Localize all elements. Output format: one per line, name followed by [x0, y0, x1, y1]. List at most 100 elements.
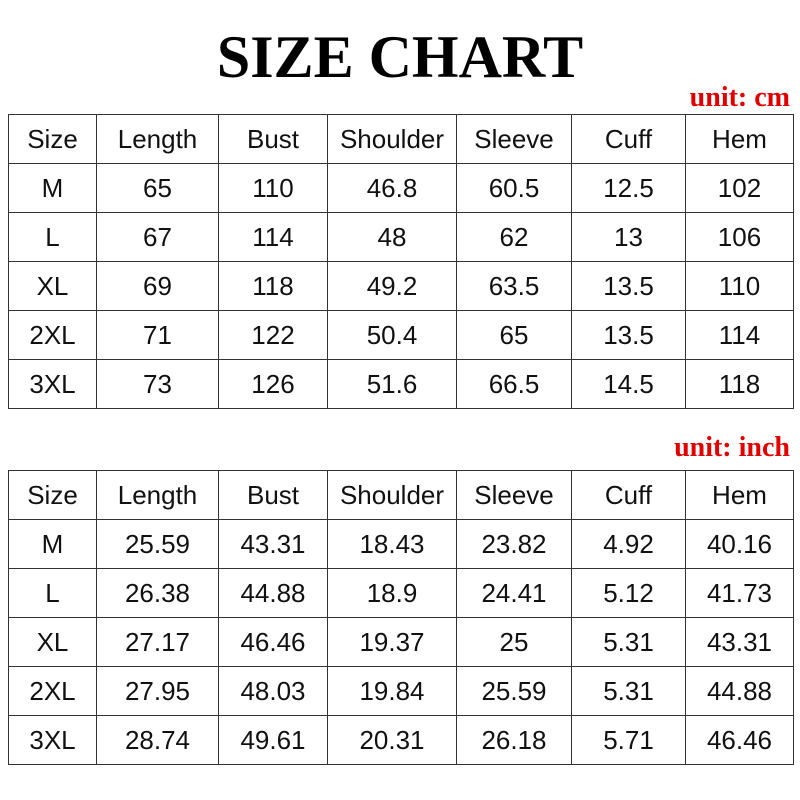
- table-cell: 4.92: [571, 519, 686, 569]
- column-header: Hem: [685, 470, 794, 520]
- table-cell: 41.73: [685, 568, 794, 618]
- column-header: Sleeve: [456, 114, 572, 164]
- table-cell: 46.46: [685, 715, 794, 765]
- table-cell: 13.5: [571, 261, 686, 311]
- table-cell: 118: [685, 359, 794, 409]
- table-cell: 3XL: [8, 715, 97, 765]
- table-cell: 118: [218, 261, 328, 311]
- table-row: XL 27.17 46.46 19.37 25 5.31 43.31: [8, 617, 794, 667]
- table-cell: 5.31: [571, 666, 686, 716]
- table-cell: 5.12: [571, 568, 686, 618]
- table-cell: L: [8, 212, 97, 262]
- table-cell: 5.31: [571, 617, 686, 667]
- table-row: 2XL 27.95 48.03 19.84 25.59 5.31 44.88: [8, 666, 794, 716]
- table-cell: 5.71: [571, 715, 686, 765]
- table-cell: 3XL: [8, 359, 97, 409]
- unit-label-inch: unit: inch: [674, 432, 790, 463]
- column-header: Size: [8, 114, 97, 164]
- table-cell: 110: [685, 261, 794, 311]
- table-cell: 60.5: [456, 163, 572, 213]
- table-cell: 102: [685, 163, 794, 213]
- table-cell: 27.95: [96, 666, 219, 716]
- table-cell: XL: [8, 617, 97, 667]
- column-header: Bust: [218, 470, 328, 520]
- table-cell: 26.18: [456, 715, 572, 765]
- table-cell: 25.59: [456, 666, 572, 716]
- table-cell: 44.88: [218, 568, 328, 618]
- table-cell: 110: [218, 163, 328, 213]
- table-row: L 67 114 48 62 13 106: [8, 212, 794, 262]
- table-row: L 26.38 44.88 18.9 24.41 5.12 41.73: [8, 568, 794, 618]
- table-cell: 73: [96, 359, 219, 409]
- table-cell: 23.82: [456, 519, 572, 569]
- table-cell: 106: [685, 212, 794, 262]
- size-table-inch: Size Length Bust Shoulder Sleeve Cuff Hem M 25.5…: [8, 470, 794, 765]
- column-header: Length: [96, 470, 219, 520]
- table-cell: 27.17: [96, 617, 219, 667]
- table-cell: 114: [218, 212, 328, 262]
- table-cell: 40.16: [685, 519, 794, 569]
- table-cell: 20.31: [327, 715, 457, 765]
- column-header: Shoulder: [327, 470, 457, 520]
- table-cell: 48.03: [218, 666, 328, 716]
- table-row: 2XL 71 122 50.4 65 13.5 114: [8, 310, 794, 360]
- column-header: Shoulder: [327, 114, 457, 164]
- table-cell: 69: [96, 261, 219, 311]
- table-cell: 46.46: [218, 617, 328, 667]
- table-cell: 65: [96, 163, 219, 213]
- unit-label-cm: unit: cm: [689, 82, 790, 113]
- table-cell: 43.31: [685, 617, 794, 667]
- column-header: Hem: [685, 114, 794, 164]
- column-header: Length: [96, 114, 219, 164]
- table-cell: 25.59: [96, 519, 219, 569]
- table-cell: 63.5: [456, 261, 572, 311]
- table-cell: 13.5: [571, 310, 686, 360]
- table-cell: 65: [456, 310, 572, 360]
- column-header: Cuff: [571, 470, 686, 520]
- table-cell: 46.8: [327, 163, 457, 213]
- table-cell: 2XL: [8, 666, 97, 716]
- table-cell: 13: [571, 212, 686, 262]
- column-header: Bust: [218, 114, 328, 164]
- table-cell: 49.2: [327, 261, 457, 311]
- table-cell: 62: [456, 212, 572, 262]
- table-cell: 25: [456, 617, 572, 667]
- table-cell: XL: [8, 261, 97, 311]
- table-cell: 126: [218, 359, 328, 409]
- table-cell: 114: [685, 310, 794, 360]
- table-cell: 18.43: [327, 519, 457, 569]
- table-row: M 65 110 46.8 60.5 12.5 102: [8, 163, 794, 213]
- column-header: Sleeve: [456, 470, 572, 520]
- column-header: Size: [8, 470, 97, 520]
- size-table-cm: Size Length Bust Shoulder Sleeve Cuff Hem M 65 11…: [8, 114, 794, 409]
- table-cell: 44.88: [685, 666, 794, 716]
- header-row: Size Length Bust Shoulder Sleeve Cuff Hem: [8, 114, 794, 164]
- table-row: 3XL 73 126 51.6 66.5 14.5 118: [8, 359, 794, 409]
- table-cell: M: [8, 163, 97, 213]
- table-cell: 66.5: [456, 359, 572, 409]
- column-header: Cuff: [571, 114, 686, 164]
- table-row: XL 69 118 49.2 63.5 13.5 110: [8, 261, 794, 311]
- table-cell: 18.9: [327, 568, 457, 618]
- table-cell: 19.84: [327, 666, 457, 716]
- table-cell: 49.61: [218, 715, 328, 765]
- header-row: Size Length Bust Shoulder Sleeve Cuff Hem: [8, 470, 794, 520]
- table-cell: 28.74: [96, 715, 219, 765]
- table-cell: 48: [327, 212, 457, 262]
- table-cell: 12.5: [571, 163, 686, 213]
- table-cell: 2XL: [8, 310, 97, 360]
- page-title: SIZE CHART: [216, 24, 584, 90]
- table-cell: M: [8, 519, 97, 569]
- table-cell: 14.5: [571, 359, 686, 409]
- table-cell: 50.4: [327, 310, 457, 360]
- table-cell: 43.31: [218, 519, 328, 569]
- table-cell: 71: [96, 310, 219, 360]
- table-row: 3XL 28.74 49.61 20.31 26.18 5.71 46.46: [8, 715, 794, 765]
- table-cell: 24.41: [456, 568, 572, 618]
- table-cell: 19.37: [327, 617, 457, 667]
- table-row: M 25.59 43.31 18.43 23.82 4.92 40.16: [8, 519, 794, 569]
- table-cell: 26.38: [96, 568, 219, 618]
- table-cell: 67: [96, 212, 219, 262]
- table-cell: 122: [218, 310, 328, 360]
- table-cell: 51.6: [327, 359, 457, 409]
